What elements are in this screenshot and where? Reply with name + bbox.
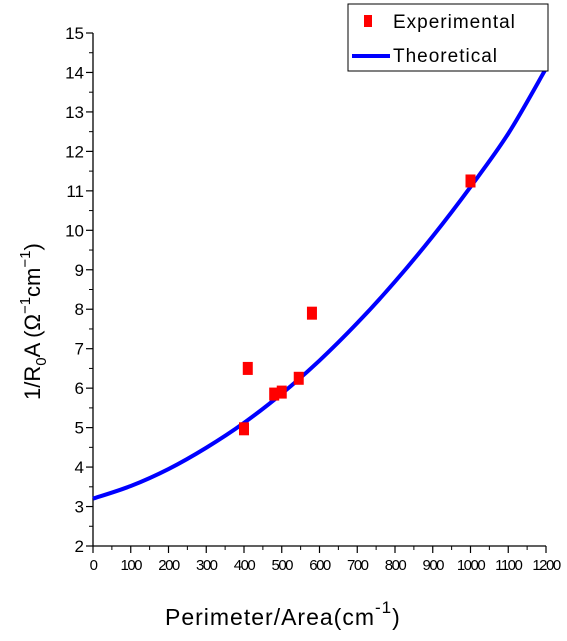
x-tick-label-800: 800	[385, 557, 407, 574]
legend-marker-experimental	[364, 15, 372, 27]
plot-area	[92, 67, 548, 501]
y-axis-title-exp1: −1	[17, 297, 34, 314]
legend-box	[347, 3, 549, 72]
x-tick-label-200: 200	[158, 557, 180, 574]
experimental-point-6	[306, 306, 317, 320]
x-axis-title-close: )	[392, 604, 401, 630]
y-axis-title-close: )	[20, 243, 45, 250]
y-tick-label-4: 4	[75, 458, 84, 477]
y-axis-title-exp2: −1	[17, 251, 34, 268]
y-tick-label-12: 12	[65, 142, 84, 161]
x-axis-title-unit: (cm	[334, 604, 375, 630]
experimental-point-7	[465, 174, 476, 188]
x-tick-label-300: 300	[196, 557, 218, 574]
experimental-point-5	[293, 371, 304, 385]
y-tick-label-9: 9	[75, 261, 84, 280]
y-tick-label-6: 6	[75, 379, 84, 398]
experimental-point-1	[239, 422, 249, 436]
y-tick-label-3: 3	[75, 498, 84, 517]
x-tick-label-600: 600	[309, 557, 331, 574]
y-axis-title-prefix: 1/R	[20, 366, 45, 400]
x-tick-label-100: 100	[120, 557, 142, 574]
axes	[92, 33, 546, 547]
x-axis-title-exponent: -1	[375, 598, 392, 617]
y-axis-title: 1/R0A (Ω−1cm−1)	[17, 243, 50, 400]
experimental-point-4	[276, 385, 287, 399]
y-tick-label-15: 15	[65, 24, 84, 43]
legend-label-experimental: Experimental	[393, 12, 516, 33]
x-tick-label-1000: 1000	[457, 557, 486, 574]
y-tick-label-5: 5	[75, 419, 84, 438]
y-tick-label-14: 14	[65, 63, 84, 82]
y-tick-label-7: 7	[75, 340, 84, 359]
x-axis-title-main: Perimeter/Area	[165, 604, 334, 630]
y-axis-title-subscript: 0	[33, 357, 50, 365]
y-tick-label-13: 13	[65, 103, 84, 122]
x-tick-label-500: 500	[271, 557, 293, 574]
y-tick-label-10: 10	[65, 221, 84, 240]
x-tick-label-900: 900	[422, 557, 444, 574]
experimental-point-3	[269, 387, 280, 401]
legend: Experimental Theoretical	[347, 3, 549, 72]
experimental-point-2	[242, 361, 253, 375]
y-tick-label-8: 8	[75, 300, 84, 319]
series-theoretical-line	[92, 67, 548, 501]
y-axis-title-cm: cm	[20, 268, 45, 297]
y-tick-label-11: 11	[66, 182, 84, 201]
x-tick-label-0: 0	[90, 557, 98, 574]
legend-label-theoretical: Theoretical	[393, 46, 498, 67]
y-tick-label-2: 2	[75, 537, 84, 556]
x-tick-label-1100: 1100	[495, 557, 522, 574]
x-axis-title: Perimeter/Area(cm-1)	[165, 598, 401, 630]
x-tick-label-1200: 1200	[532, 557, 561, 574]
x-axis-ticks: 0 100 200 300 400 500 600 700 800 900 1000 1100 1200	[90, 546, 562, 574]
x-tick-label-400: 400	[234, 557, 256, 574]
x-tick-label-700: 700	[347, 557, 369, 574]
y-axis-ticks: 2 3 4 5 6 7 8 9 10 11 12 13 14 15	[65, 24, 93, 556]
y-axis-title-mid: A (Ω	[20, 314, 45, 357]
